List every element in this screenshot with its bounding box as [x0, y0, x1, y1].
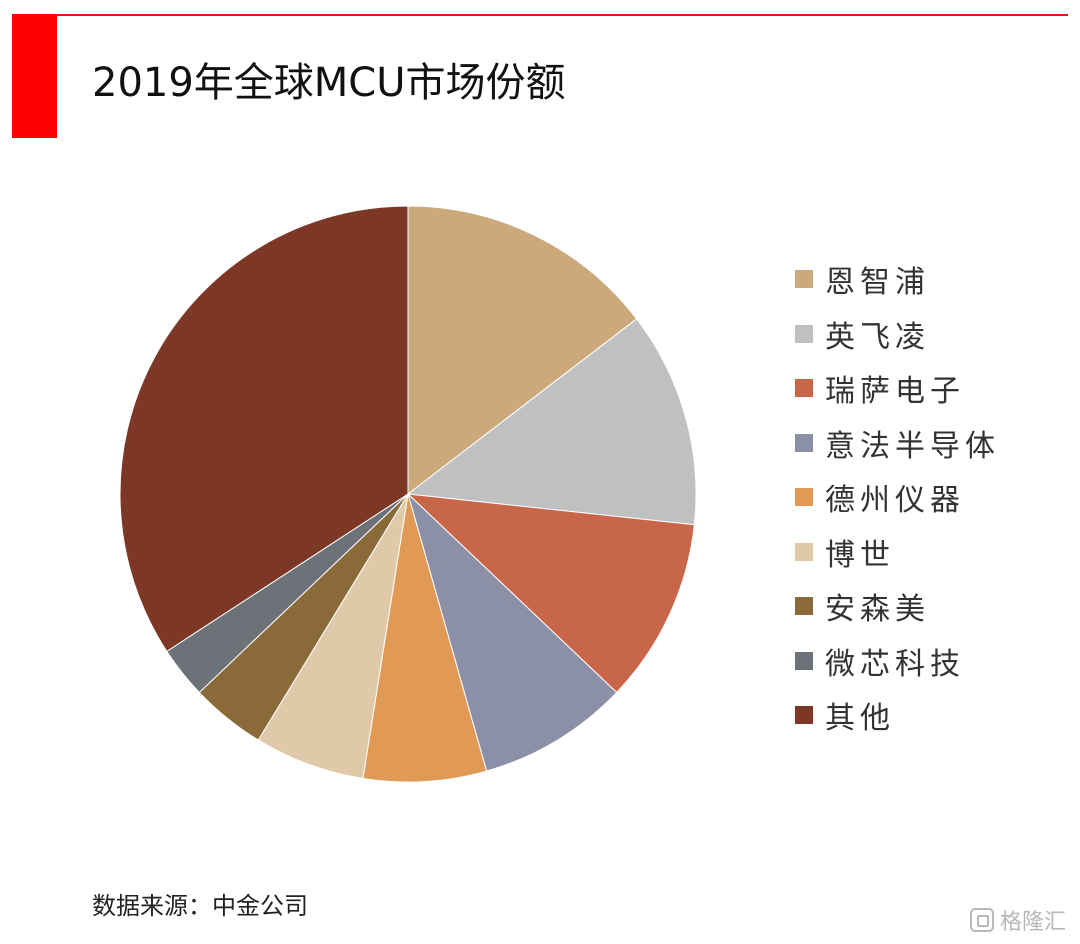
legend-item: 其他 [795, 688, 1065, 743]
legend-swatch [795, 542, 813, 561]
pie-slice-4 [362, 493, 488, 783]
chart-legend: 恩智浦英飞凌瑞萨电子意法半导体德州仪器博世安森美微芯科技其他 [795, 252, 1065, 743]
pie-slice-0 [407, 205, 638, 496]
pie-slice-8 [119, 205, 409, 653]
legend-item: 英飞凌 [795, 307, 1065, 362]
watermark-logo-icon [969, 908, 994, 932]
legend-label: 其他 [825, 701, 895, 737]
legend-label: 微芯科技 [825, 646, 965, 682]
legend-swatch [795, 379, 813, 398]
legend-label: 德州仪器 [825, 483, 965, 519]
legend-label: 意法半导体 [825, 428, 1000, 464]
legend-item: 恩智浦 [795, 252, 1065, 307]
top-rule [56, 14, 1068, 16]
title-accent-bar [12, 14, 57, 138]
data-source-note: 数据来源：中金公司 [92, 892, 308, 920]
legend-swatch [795, 270, 813, 289]
legend-swatch [795, 324, 813, 343]
legend-label: 恩智浦 [825, 265, 930, 301]
pie-slice-2 [406, 493, 695, 694]
watermark-text: 格隆汇 [999, 910, 1066, 935]
legend-item: 微芯科技 [795, 634, 1065, 689]
legend-label: 博世 [825, 537, 895, 573]
legend-swatch [795, 706, 813, 725]
legend-label: 安森美 [825, 592, 930, 628]
legend-item: 意法半导体 [795, 416, 1065, 471]
watermark: 格隆汇 [969, 904, 1066, 936]
legend-swatch [795, 433, 813, 452]
legend-item: 德州仪器 [795, 470, 1065, 525]
pie-slice-3 [407, 492, 618, 772]
legend-label: 英飞凌 [825, 319, 930, 355]
legend-item: 安森美 [795, 579, 1065, 634]
legend-swatch [795, 597, 813, 616]
legend-swatch [795, 488, 813, 507]
legend-item: 瑞萨电子 [795, 361, 1065, 416]
legend-label: 瑞萨电子 [825, 374, 965, 410]
legend-item: 博世 [795, 525, 1065, 580]
pie-slices [119, 205, 697, 783]
legend-swatch [795, 651, 813, 670]
pie-slice-1 [406, 318, 697, 526]
page-title: 2019年全球MCU市场份额 [92, 60, 566, 106]
